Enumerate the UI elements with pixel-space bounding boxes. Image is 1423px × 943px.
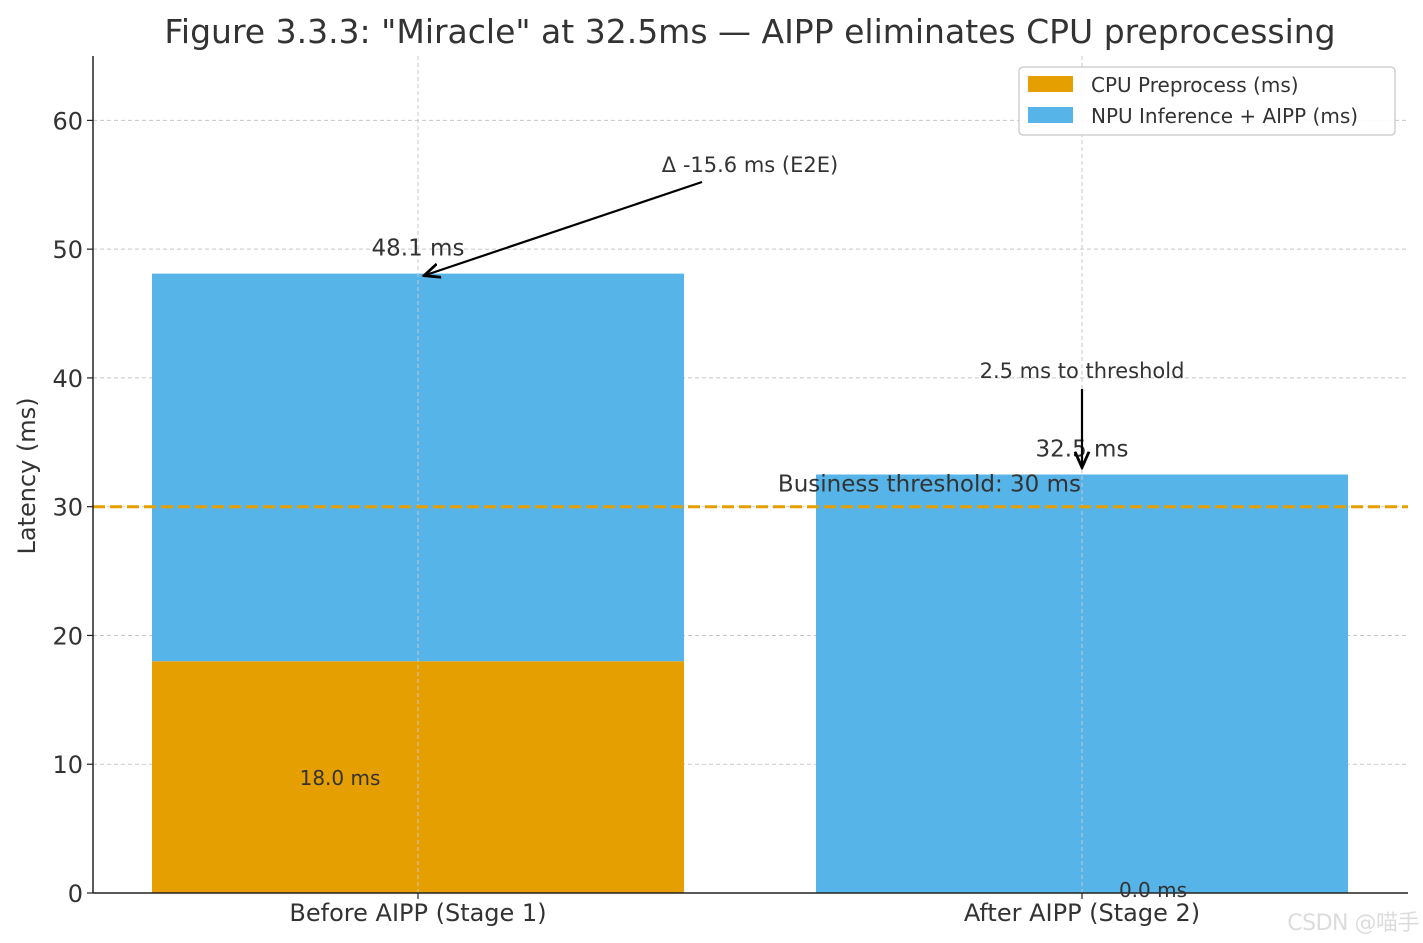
threshold-group: Business threshold: 30 ms [93, 472, 1408, 509]
legend-swatch-npu [1028, 107, 1073, 123]
legend-swatch-cpu [1028, 76, 1073, 92]
y-tick-label: 50 [52, 236, 83, 264]
annotation-delta: Δ -15.6 ms (E2E) [662, 153, 838, 177]
legend-box [1018, 66, 1396, 136]
legend-label-npu: NPU Inference + AIPP (ms) [1091, 104, 1358, 128]
y-tick-label: 0 [68, 880, 83, 908]
bars [152, 56, 1348, 893]
y-tick-label: 30 [52, 494, 83, 522]
y-axis-label: Latency (ms) [13, 397, 41, 554]
segment-label-cpu-after: 0.0 ms [1119, 878, 1187, 902]
x-tick-label: Before AIPP (Stage 1) [289, 899, 546, 927]
y-tick-label: 60 [52, 107, 83, 135]
axes: 0 10 20 30 40 50 60 Before AIPP (Stage 1) After … [52, 56, 1408, 927]
watermark: CSDN @喵手 [1287, 911, 1419, 936]
annotation-threshold-gap: 2.5 ms to threshold [980, 359, 1185, 383]
legend: CPU Preprocess (ms) NPU Inference + AIPP … [1018, 66, 1396, 136]
chart-title: Figure 3.3.3: "Miracle" at 32.5ms — AIPP… [164, 12, 1335, 51]
bar-npu-2 [816, 474, 1348, 893]
annotations: Δ -15.6 ms (E2E) 2.5 ms to threshold [424, 153, 1184, 468]
legend-label-cpu: CPU Preprocess (ms) [1091, 73, 1299, 97]
y-tick-label: 10 [52, 751, 83, 779]
total-label-before: 48.1 ms [372, 236, 465, 262]
threshold-label: Business threshold: 30 ms [778, 472, 1081, 498]
segment-label-cpu-before: 18.0 ms [300, 766, 381, 790]
y-tick-label: 20 [52, 622, 83, 650]
y-tick-label: 40 [52, 365, 83, 393]
annotation-delta-arrow [424, 180, 703, 276]
x-tick-label: After AIPP (Stage 2) [964, 899, 1200, 927]
